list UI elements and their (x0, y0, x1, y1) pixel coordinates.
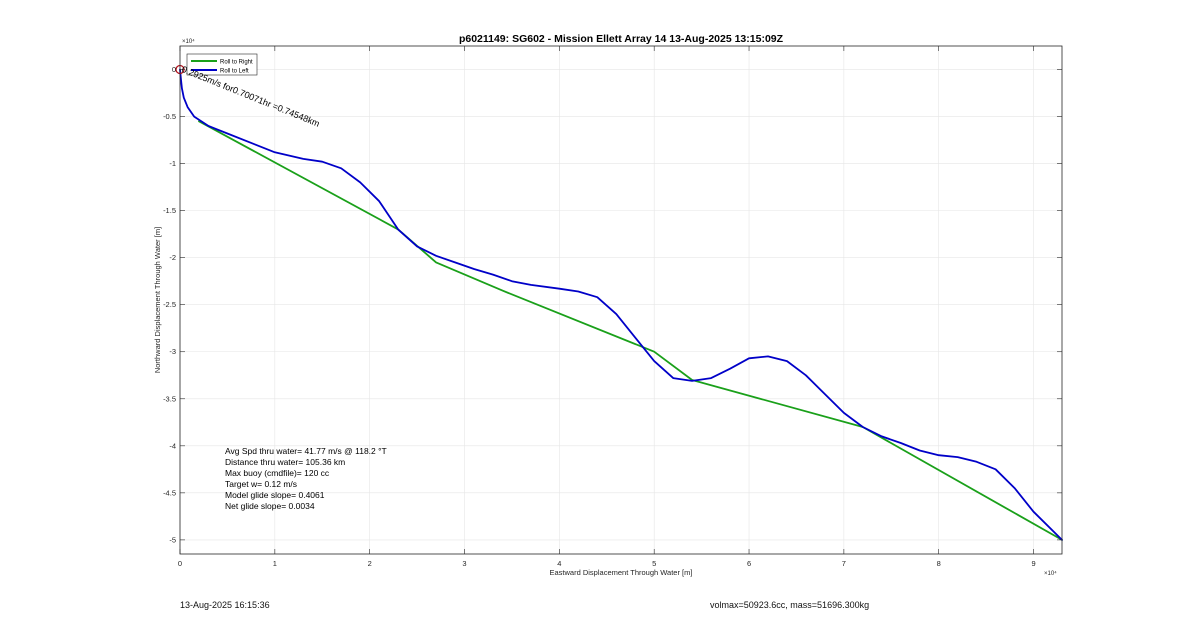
y-tick-label: -0.5 (163, 112, 176, 121)
y-tick-label: -4 (169, 441, 176, 450)
legend: Roll to Right Roll to Left (186, 53, 258, 76)
y-tick-label: -2.5 (163, 300, 176, 309)
y-tick-label: -1 (169, 159, 176, 168)
y-ticks: 0 -0.5 -1 -1.5 -2 -2.5 -3 -3.5 -4 -4.5 -5 (163, 65, 1062, 544)
y-tick-label: -3.5 (163, 394, 176, 403)
x-tick-label: 2 (368, 559, 372, 568)
x-tick-label: 0 (178, 559, 182, 568)
x-tick-label: 9 (1031, 559, 1035, 568)
x-tick-label: 8 (937, 559, 941, 568)
legend-label-roll-left: Roll to Left (220, 69, 249, 75)
stats-box: Avg Spd thru water= 41.77 m/s @ 118.2 °T… (225, 446, 387, 511)
footer-timestamp: 13-Aug-2025 16:15:36 (180, 600, 270, 610)
x-tick-label: 5 (652, 559, 656, 568)
x-tick-label: 1 (273, 559, 277, 568)
stats-max-buoy: Max buoy (cmdfile)= 120 cc (225, 468, 330, 478)
y-tick-label: -3 (169, 347, 176, 356)
x-ticks: 0 1 2 3 4 5 6 7 8 9 (178, 46, 1036, 568)
y-tick-label: -4.5 (163, 488, 176, 497)
chart-title: p6021149: SG602 - Mission Ellett Array 1… (459, 33, 784, 45)
x-tick-label: 3 (462, 559, 466, 568)
y-tick-label: -2 (169, 253, 176, 262)
footer-volume-mass: volmax=50923.6cc, mass=51696.300kg (710, 600, 870, 610)
y-tick-label: -1.5 (163, 206, 176, 215)
stats-distance: Distance thru water= 105.36 km (225, 457, 345, 467)
plot-frame (179, 45, 1063, 555)
stats-model-glide: Model glide slope= 0.4061 (225, 490, 325, 500)
y-tick-label: 0 (172, 65, 176, 74)
legend-label-roll-right: Roll to Right (220, 60, 253, 66)
x-tick-label: 7 (842, 559, 846, 568)
y-grid (180, 69, 1062, 541)
x-tick-label: 4 (557, 559, 561, 568)
x-exponent-label: ×10⁴ (1044, 570, 1057, 577)
x-axis-label: Eastward Displacement Through Water [m] (550, 568, 693, 577)
stats-net-glide: Net glide slope= 0.0034 (225, 501, 315, 511)
y-tick-label: -5 (169, 535, 176, 544)
stats-avg-speed: Avg Spd thru water= 41.77 m/s @ 118.2 °T (225, 446, 387, 456)
y-exponent-label: ×10⁴ (182, 38, 195, 45)
stats-target-w: Target w= 0.12 m/s (225, 479, 297, 489)
x-tick-label: 6 (747, 559, 751, 568)
series-line-roll-left (179, 68, 1063, 541)
plot-area (180, 46, 1062, 554)
x-grid (179, 46, 1034, 554)
y-axis-label: Northward Displacement Through Water [m] (153, 227, 162, 373)
